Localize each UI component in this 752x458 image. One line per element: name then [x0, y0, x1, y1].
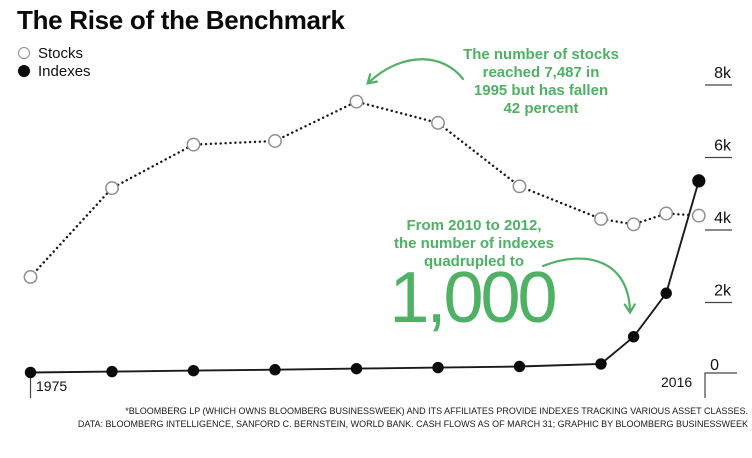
stocks-point	[186, 137, 201, 152]
filled-circle-marker-icon	[18, 65, 30, 77]
y-tick-label: 0	[710, 357, 719, 374]
y-tick-zero-corner	[704, 372, 737, 398]
annotation-arrows	[366, 58, 636, 315]
indexes-point	[432, 361, 444, 374]
stocks-annotation-arrow	[366, 58, 465, 85]
indexes-point	[350, 362, 363, 375]
indexes-point	[513, 360, 526, 373]
y-tick-label: 2k	[714, 283, 732, 300]
open-circle-marker-icon	[18, 47, 30, 59]
indexes-point	[187, 364, 200, 377]
stocks-point	[349, 94, 364, 109]
y-axis-ticks: 0 2k 4k 6k 8k	[704, 65, 737, 398]
annotation-stocks-note: The number of stocks reached 7,487 in 19…	[463, 46, 619, 117]
annotation-big-number: 1,000	[389, 258, 557, 338]
x-axis-start-label: 1975	[36, 378, 68, 394]
stocks-point	[268, 134, 282, 148]
indexes-annotation-arrow	[541, 257, 636, 315]
y-tick-label: 8k	[714, 65, 732, 82]
stocks-point	[659, 206, 674, 221]
legend: Stocks Indexes	[18, 44, 91, 80]
x-axis-end-label: 2016	[661, 374, 693, 390]
y-tick-label: 6k	[714, 138, 732, 155]
legend-item-stocks: Stocks	[18, 44, 91, 62]
stocks-point	[23, 269, 38, 284]
indexes-point	[627, 331, 640, 343]
legend-label-stocks: Stocks	[38, 44, 84, 62]
indexes-point	[660, 287, 672, 299]
footnote-line1: *BLOOMBERG LP (WHICH OWNS BLOOMBERG BUSI…	[125, 406, 748, 416]
indexes-point	[106, 365, 118, 378]
legend-label-indexes: Indexes	[38, 62, 91, 80]
chart-title: The Rise of the Benchmark	[17, 5, 345, 35]
stocks-point	[626, 217, 641, 232]
stocks-point	[512, 179, 527, 194]
footnote: *BLOOMBERG LP (WHICH OWNS BLOOMBERG BUSI…	[0, 405, 748, 431]
y-tick-label: 4k	[714, 210, 732, 227]
indexes-point	[692, 174, 706, 188]
indexes-point	[269, 364, 281, 376]
indexes-point	[24, 366, 37, 379]
annotation-indexes-note: From 2010 to 2012, the number of indexes…	[393, 217, 555, 270]
legend-item-indexes: Indexes	[18, 62, 91, 80]
indexes-point	[595, 358, 607, 370]
stocks-point	[691, 208, 706, 223]
stocks-point	[594, 211, 608, 226]
footnote-line2: DATA: BLOOMBERG INTELLIGENCE, SANFORD C.…	[77, 419, 748, 429]
stocks-point	[431, 115, 445, 130]
stocks-data-points	[23, 94, 706, 284]
indexes-data-points	[24, 174, 706, 379]
stocks-point	[105, 181, 119, 196]
